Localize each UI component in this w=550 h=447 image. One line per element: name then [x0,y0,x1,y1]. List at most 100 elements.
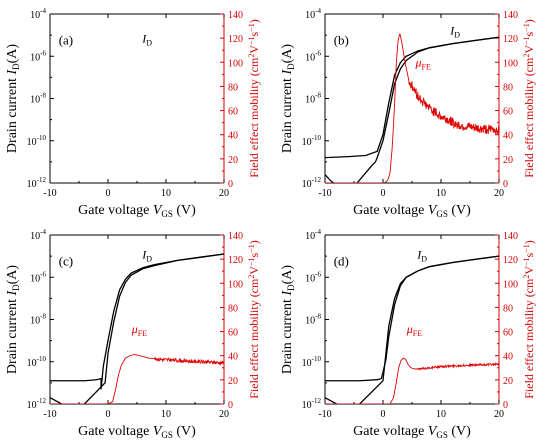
y-left-label-subscript: D [286,284,296,291]
x-label-symbol: V [428,424,438,439]
x-axis-label: Gate voltage VGS (V) [78,424,196,440]
y-right-sup: 2 [522,275,531,279]
y-left-label-subscript: D [286,63,296,70]
y-right-tick-label: 100 [503,58,518,69]
y-left-axis-label: Drain current ID(A) [5,265,21,374]
y-right-s: s [247,252,261,257]
y-right-sup2: −1 [522,36,531,45]
y-left-tick-label: 10-8 [305,313,321,327]
y-right-tick-label: 120 [228,34,243,45]
y-right-tick-label: 100 [228,279,243,290]
y-left-label-text: Drain current [280,296,295,375]
id-annotation: ID [449,23,460,39]
y-right-axis-label: Field effect mobility (cm2V−1s−1) [522,19,536,177]
tick-base: 10 [30,316,40,327]
x-axis-label: Gate voltage VGS (V) [353,203,471,219]
id-annotation: ID [416,248,427,264]
y-left-tick-label: 10-12 [302,397,322,411]
y-left-axis-label: Drain current ID(A) [5,44,21,153]
tick-base: 10 [30,95,40,106]
y-left-tick-label: 10-4 [30,228,46,242]
y-right-sup2: −1 [522,257,531,266]
y-right-tick-label: 20 [228,376,238,387]
y-right-tick-label: 140 [228,231,243,242]
y-left-tick-label: 10-8 [30,313,46,327]
y-right-tick-label: 140 [503,10,518,21]
y-right-tick-label: 60 [228,328,238,339]
id-subscript: D [421,255,427,264]
y-right-v: V [522,45,536,54]
y-right-sup: 2 [247,54,256,58]
y-left-label-subscript: D [11,63,21,70]
y-right-tick-label: 40 [503,352,513,363]
mobility-line [50,354,224,404]
chart-panel-d: -10 0 10 2010-1210-1010-810-610-40204060801… [280,228,536,440]
tick-base: 10 [305,273,315,284]
id-symbol: I [141,32,147,46]
x-tick-label: 0 [106,188,111,199]
y-right-tick-label: 140 [503,231,518,242]
y-right-close: ) [522,240,536,244]
tick-base: 10 [305,52,315,63]
y-right-v: V [522,266,536,275]
tick-exponent: -8 [40,92,46,100]
drain-current-line [325,36,499,159]
y-right-s: s [522,252,536,257]
chart-panel-b: -10 0 10 2010-1210-1010-810-610-40204060801… [280,7,536,219]
y-left-tick-label: 10-10 [27,134,47,148]
chart-panel-a: -10 0 10 2010-1210-1010-810-610-40204060801… [5,7,261,219]
x-label-subscript: GS [436,209,448,219]
y-left-label-text: Drain current [280,75,295,154]
x-tick-label: 10 [436,409,446,420]
y-left-tick-label: 10-8 [30,92,46,106]
id-annotation: ID [141,248,152,264]
y-right-label-text: Field effect mobility (cm [522,278,536,399]
y-left-label-symbol: I [5,69,20,76]
mu-symbol: μ [414,55,421,69]
tick-exponent: -4 [315,228,321,236]
y-right-sup3: −1 [522,23,531,32]
y-right-axis-label: Field effect mobility (cm2V−1s−1) [522,240,536,398]
y-right-s: s [522,31,536,36]
x-tick-label: 20 [219,188,229,199]
series-group [50,253,224,404]
id-subscript: D [146,255,152,264]
y-right-tick-label: 80 [503,303,513,314]
y-right-tick-label: 120 [503,34,518,45]
tick-exponent: -6 [40,270,46,278]
y-left-axis-label: Drain current ID(A) [280,265,296,374]
mu-subscript: FE [422,62,431,71]
y-right-tick-label: 40 [228,131,238,142]
x-tick-label: 0 [381,409,386,420]
y-right-axis-label: Field effect mobility (cm2V−1s−1) [247,19,261,177]
y-right-v: V [247,266,261,275]
tick-exponent: -4 [40,228,46,236]
y-left-tick-label: 10-10 [27,355,47,369]
x-label-unit: (V) [448,424,471,439]
y-right-tick-label: 120 [503,255,518,266]
x-tick-label: 20 [494,409,504,420]
y-left-axis-label: Drain current ID(A) [280,44,296,153]
tick-base: 10 [302,358,312,369]
tick-base: 10 [30,52,40,63]
y-right-close: ) [247,19,261,23]
mu-symbol: μ [406,322,413,336]
x-label-unit: (V) [173,203,196,218]
series-group [325,33,499,183]
y-left-tick-label: 10-4 [305,7,321,21]
y-left-tick-label: 10-12 [27,176,47,190]
tick-exponent: -4 [40,7,46,15]
y-right-close: ) [247,240,261,244]
y-right-label-text: Field effect mobility (cm [247,278,261,399]
x-axis-label: Gate voltage VGS (V) [353,424,471,440]
y-right-axis-label: Field effect mobility (cm2V−1s−1) [247,240,261,398]
tick-base: 10 [27,179,37,190]
y-right-tick-label: 100 [503,279,518,290]
y-right-tick-label: 60 [503,107,513,118]
y-left-label-symbol: I [280,69,295,76]
x-label-unit: (V) [448,203,471,218]
tick-base: 10 [30,231,40,242]
y-left-label-text: Drain current [5,75,20,154]
tick-base: 10 [30,10,40,21]
